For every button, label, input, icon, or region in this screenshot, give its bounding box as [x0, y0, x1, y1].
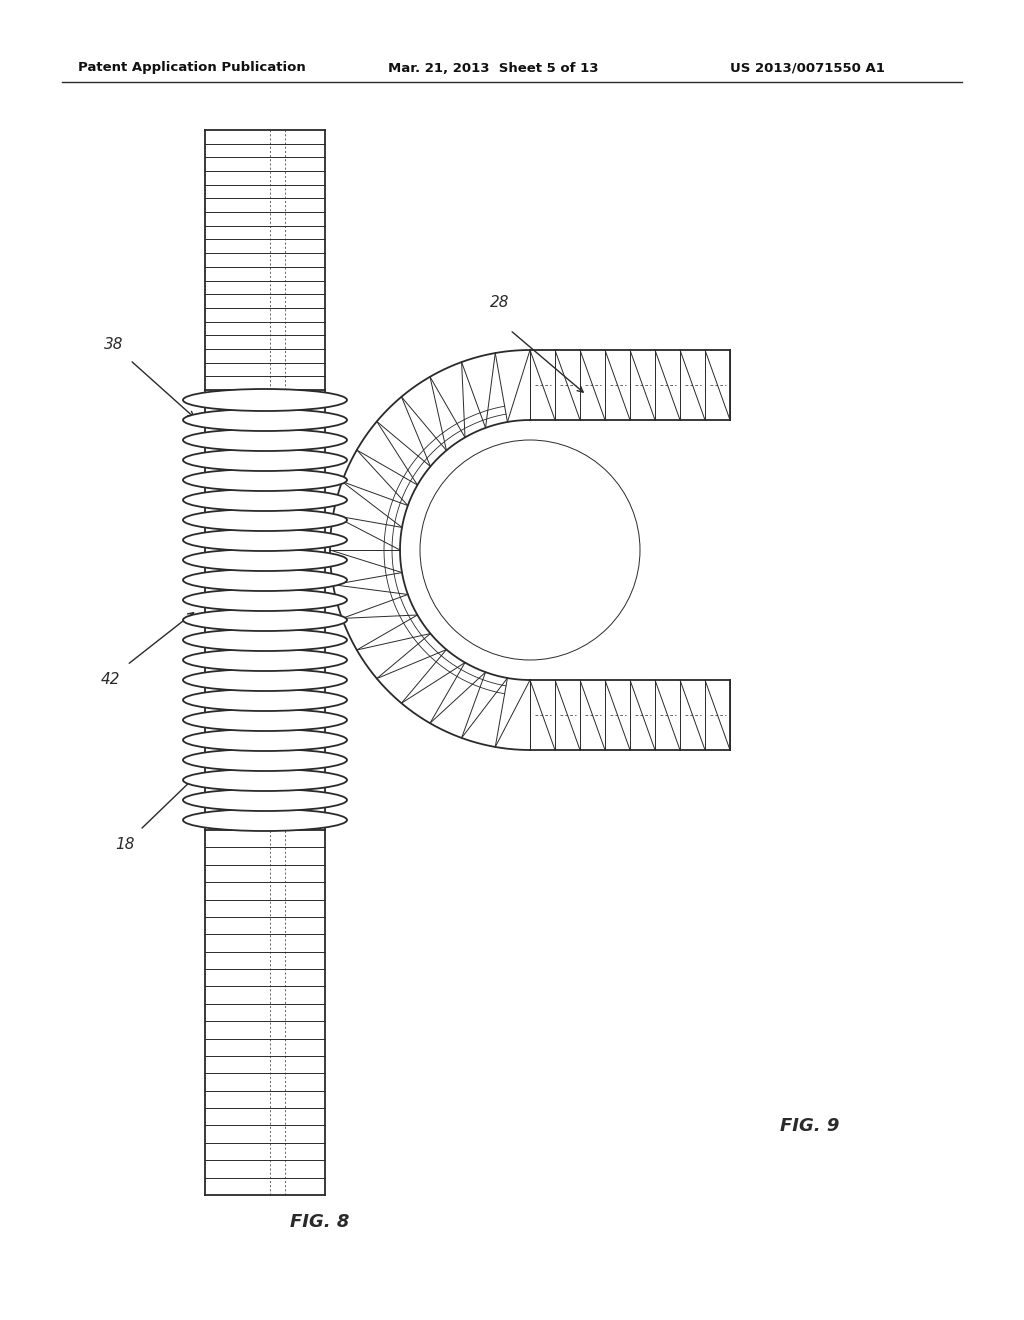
- Ellipse shape: [183, 689, 347, 711]
- Ellipse shape: [183, 709, 347, 731]
- Text: Mar. 21, 2013  Sheet 5 of 13: Mar. 21, 2013 Sheet 5 of 13: [388, 62, 598, 74]
- Ellipse shape: [183, 729, 347, 751]
- Text: 28: 28: [490, 294, 510, 310]
- Ellipse shape: [183, 510, 347, 531]
- Text: 42: 42: [100, 672, 120, 686]
- Ellipse shape: [183, 469, 347, 491]
- Ellipse shape: [183, 449, 347, 471]
- Text: 38: 38: [103, 337, 123, 352]
- Text: US 2013/0071550 A1: US 2013/0071550 A1: [730, 62, 885, 74]
- Ellipse shape: [183, 669, 347, 690]
- Ellipse shape: [183, 488, 347, 511]
- Ellipse shape: [183, 409, 347, 432]
- Ellipse shape: [183, 770, 347, 791]
- Ellipse shape: [183, 748, 347, 771]
- Ellipse shape: [183, 609, 347, 631]
- Ellipse shape: [183, 389, 347, 411]
- Text: 18: 18: [116, 837, 135, 851]
- Ellipse shape: [183, 649, 347, 671]
- Ellipse shape: [183, 789, 347, 810]
- Ellipse shape: [183, 630, 347, 651]
- Ellipse shape: [183, 569, 347, 591]
- Ellipse shape: [183, 529, 347, 550]
- Ellipse shape: [183, 429, 347, 451]
- Circle shape: [420, 440, 640, 660]
- Ellipse shape: [183, 549, 347, 572]
- Ellipse shape: [183, 589, 347, 611]
- Text: FIG. 9: FIG. 9: [780, 1117, 840, 1135]
- Text: FIG. 8: FIG. 8: [290, 1213, 349, 1232]
- Text: Patent Application Publication: Patent Application Publication: [78, 62, 306, 74]
- Ellipse shape: [183, 809, 347, 832]
